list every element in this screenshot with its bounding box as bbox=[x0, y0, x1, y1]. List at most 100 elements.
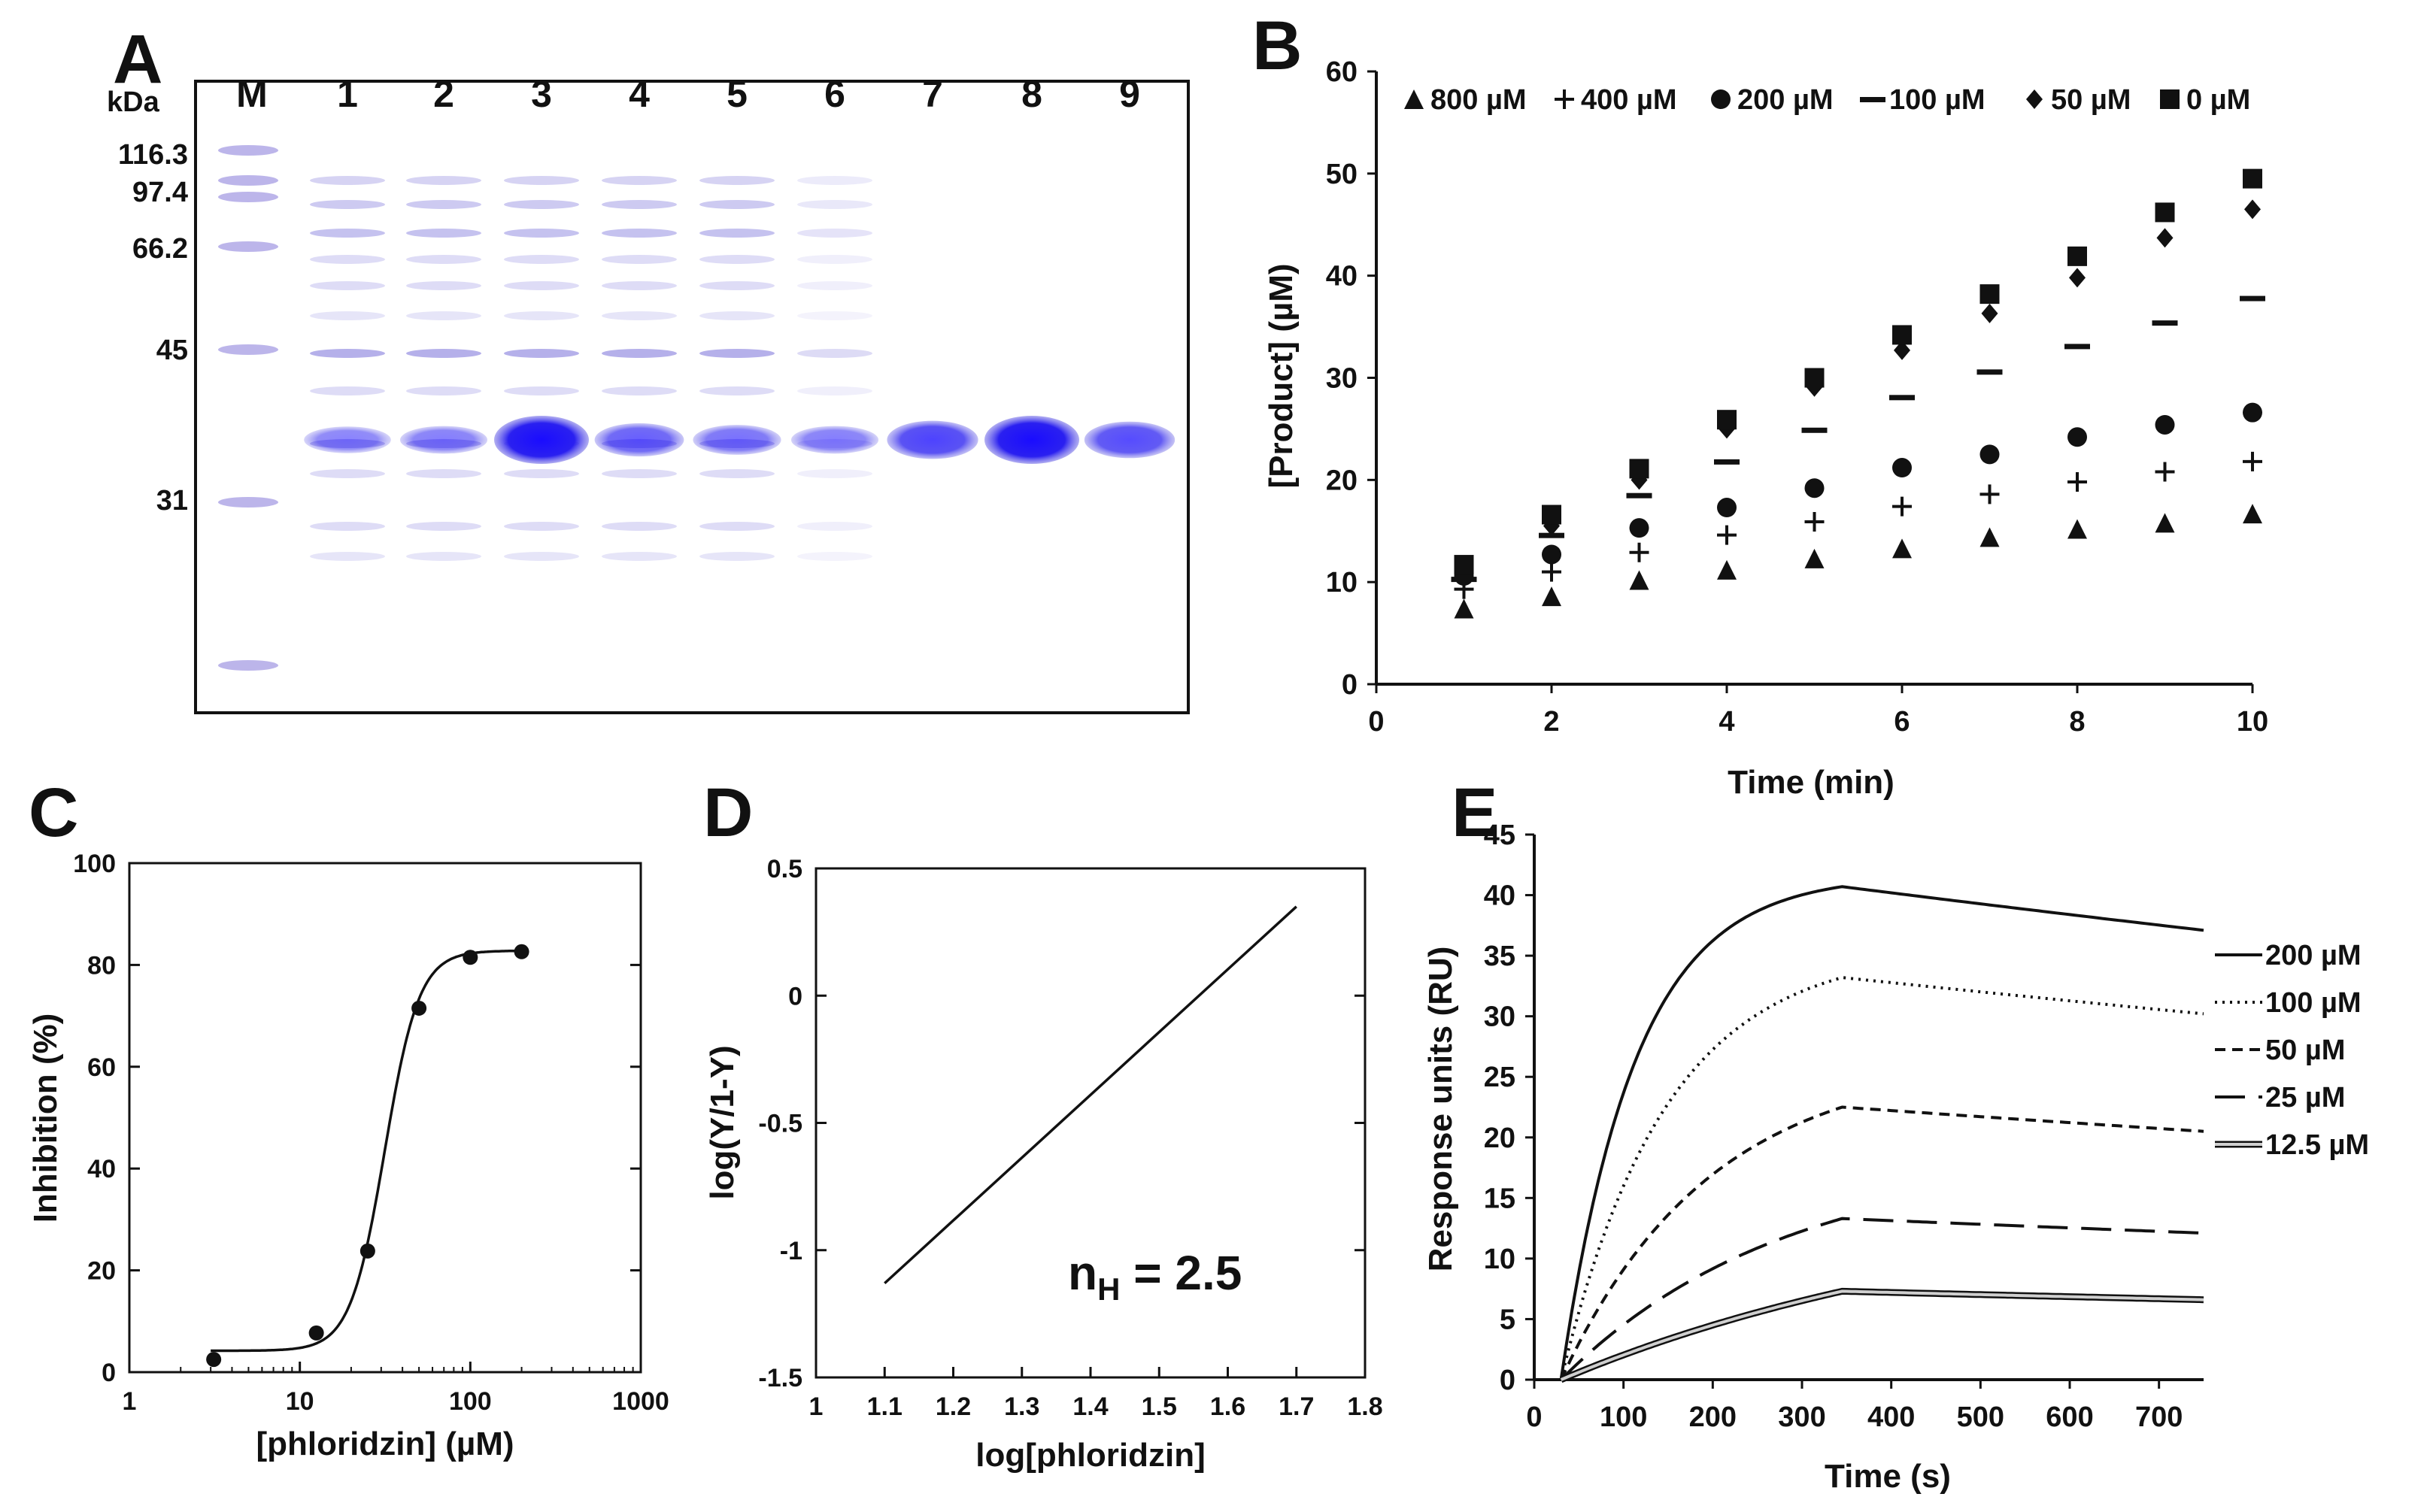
gel-lane-label: 2 bbox=[433, 73, 454, 115]
b-point-dash bbox=[1976, 369, 2003, 375]
b-point-circle bbox=[1717, 498, 1737, 518]
marker-band bbox=[218, 497, 278, 508]
e-y-tick-label: 35 bbox=[1484, 941, 1515, 972]
lysate-band bbox=[602, 200, 677, 209]
e-legend-label: 12.5 µM bbox=[2265, 1129, 2369, 1161]
b-point-triangle bbox=[1979, 527, 2000, 547]
b-legend-label: 200 µM bbox=[1737, 84, 1834, 116]
e-x-tick-label: 0 bbox=[1526, 1401, 1542, 1433]
b-point-plus bbox=[1892, 496, 1912, 517]
e-y-tick-label: 25 bbox=[1484, 1062, 1515, 1093]
c-y-tick-label: 60 bbox=[87, 1053, 116, 1082]
lysate-band bbox=[504, 255, 579, 264]
lysate-band bbox=[602, 386, 677, 395]
lysate-band bbox=[699, 469, 775, 478]
c-data-point bbox=[514, 944, 529, 959]
d-x-tick-label: 1.4 bbox=[1072, 1392, 1108, 1421]
panel-c-dose-response: C 1 10 100 1000 0 20 40 60 80 100 [phloridzin] (µ… bbox=[27, 774, 669, 1462]
b-point-dash bbox=[1626, 492, 1652, 498]
lysate-band bbox=[406, 200, 481, 209]
lysate-band bbox=[602, 255, 677, 264]
b-point-triangle bbox=[1804, 548, 1825, 568]
b-y-tick-label: 30 bbox=[1326, 363, 1358, 395]
lysate-band bbox=[406, 255, 481, 264]
d-x-label: log[phloridzin] bbox=[975, 1437, 1205, 1474]
d-hill-line bbox=[884, 905, 1297, 1285]
e-x-tick-label: 500 bbox=[1957, 1401, 2004, 1433]
e-curve bbox=[1559, 1105, 2204, 1380]
b-point-square bbox=[2243, 168, 2262, 189]
b-legend-label: 0 µM bbox=[2186, 84, 2250, 116]
e-legend-label: 25 µM bbox=[2265, 1082, 2345, 1114]
e-x-tick-label: 700 bbox=[2135, 1401, 2183, 1433]
lysate-band bbox=[602, 229, 677, 238]
b-point-plus bbox=[1979, 484, 2000, 505]
b-point-diamond bbox=[1981, 303, 1998, 323]
lysate-band bbox=[310, 552, 385, 561]
panel-a-letter: A bbox=[113, 21, 162, 98]
lysate-band bbox=[699, 229, 775, 238]
lysate-band bbox=[406, 469, 481, 478]
b-point-square bbox=[1454, 555, 1474, 575]
marker-band bbox=[218, 660, 278, 671]
lysate-band bbox=[504, 311, 579, 320]
b-point-triangle bbox=[1892, 538, 1912, 559]
b-point-triangle bbox=[1542, 586, 1561, 607]
e-y-tick-label: 15 bbox=[1484, 1183, 1515, 1214]
c-y-tick-label: 20 bbox=[87, 1257, 116, 1286]
lysate-band bbox=[310, 311, 385, 320]
b-point-triangle bbox=[1629, 570, 1649, 590]
lysate-band bbox=[699, 200, 775, 209]
b-legend-marker-triangle bbox=[1404, 89, 1424, 109]
e-x-tick-label: 600 bbox=[2046, 1401, 2093, 1433]
marker-kda-label: 45 bbox=[156, 335, 188, 366]
e-curve-outline bbox=[1559, 1287, 2204, 1383]
b-y-tick-label: 60 bbox=[1326, 56, 1358, 88]
marker-kda-label: 66.2 bbox=[132, 233, 188, 265]
b-point-diamond bbox=[2244, 199, 2261, 220]
b-point-triangle bbox=[2155, 513, 2175, 533]
c-frame bbox=[128, 862, 642, 1374]
e-legend-label: 100 µM bbox=[2265, 987, 2362, 1019]
lysate-band bbox=[602, 311, 677, 320]
b-legend-marker-plus bbox=[1555, 89, 1574, 109]
marker-band bbox=[218, 241, 278, 252]
lysate-band bbox=[699, 522, 775, 531]
b-x-tick-label: 8 bbox=[2069, 706, 2085, 738]
lysate-band bbox=[504, 176, 579, 185]
e-x-label: Time (s) bbox=[1825, 1458, 1951, 1495]
lysate-band bbox=[602, 552, 677, 561]
b-y-tick-label: 0 bbox=[1342, 669, 1358, 701]
lysate-band bbox=[504, 349, 579, 358]
lysate-band bbox=[504, 552, 579, 561]
b-legend-marker-dash bbox=[1860, 97, 1885, 102]
lysate-band bbox=[699, 386, 775, 395]
lysate-band bbox=[699, 176, 775, 185]
b-point-square bbox=[2067, 246, 2087, 266]
b-point-plus bbox=[1804, 512, 1825, 532]
lysate-band bbox=[797, 229, 872, 238]
b-legend-marker-circle bbox=[1711, 89, 1731, 109]
gel-lane-label: M bbox=[236, 73, 268, 115]
d-y-tick-label: 0.5 bbox=[767, 855, 802, 883]
b-point-square bbox=[1979, 284, 2000, 305]
e-x-tick-label: 200 bbox=[1689, 1401, 1737, 1433]
gel-lane-label: 9 bbox=[1119, 73, 1140, 115]
gel-lane-label: 6 bbox=[824, 73, 845, 115]
lysate-band bbox=[797, 255, 872, 264]
d-y-label: log(Y/1-Y) bbox=[704, 1045, 741, 1199]
gel-frame bbox=[194, 80, 1190, 714]
b-point-circle bbox=[1804, 478, 1825, 498]
lysate-band bbox=[310, 522, 385, 531]
d-frame bbox=[815, 867, 1367, 1379]
lysate-band bbox=[797, 469, 872, 478]
e-y-tick-label: 20 bbox=[1484, 1123, 1515, 1154]
lysate-band bbox=[797, 200, 872, 209]
d-y-tick-label: 0 bbox=[788, 982, 802, 1011]
lysate-band bbox=[797, 522, 872, 531]
e-y-tick-label: 45 bbox=[1484, 820, 1515, 851]
b-point-circle bbox=[2067, 427, 2087, 447]
panel-b-kinetics: B 0 2 4 6 8 10 0 10 20 30 40 50 60 800 µM 400 µM 200 µ… bbox=[1252, 8, 2268, 801]
d-y-tick-label: -1.5 bbox=[758, 1364, 802, 1392]
e-y-tick-label: 10 bbox=[1484, 1244, 1515, 1275]
